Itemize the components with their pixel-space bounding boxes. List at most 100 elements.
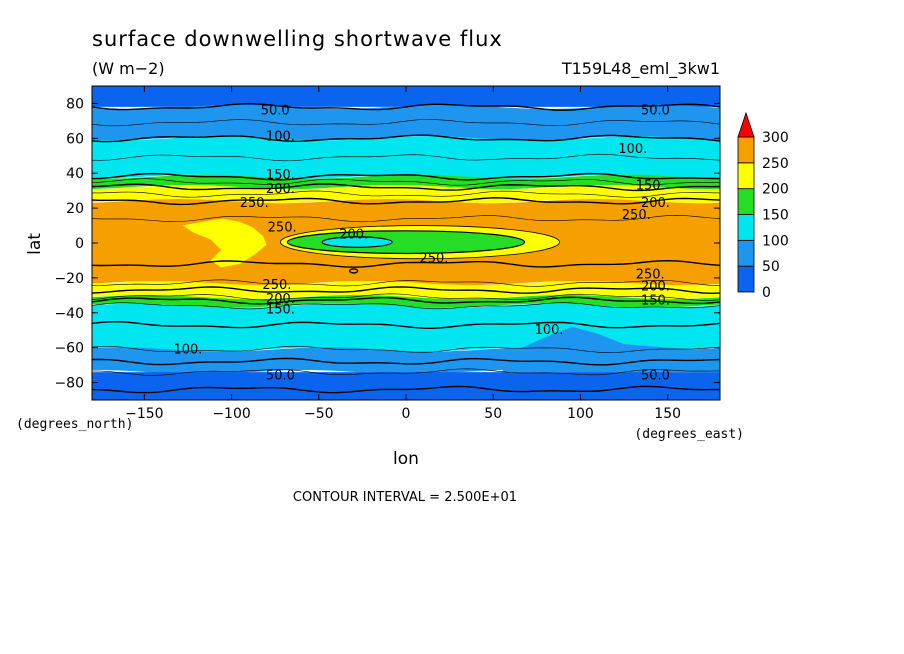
x-axis-ticks: −150 −100 −50 0 50 100 150 bbox=[125, 86, 681, 422]
contour-line-12 bbox=[92, 286, 720, 295]
colorbar-box-1 bbox=[737, 239, 755, 267]
contour-label-6: 200. bbox=[266, 182, 295, 197]
contour-label-2: 100. bbox=[266, 130, 295, 145]
colorbar-label-3: 150 bbox=[762, 208, 789, 224]
band-200-250-4 bbox=[92, 185, 720, 204]
contour-label-7: 200. bbox=[641, 196, 670, 211]
colorbar-label-0: 0 bbox=[762, 285, 771, 301]
contour-interval-note: CONTOUR INTERVAL = 2.500E+01 bbox=[293, 490, 517, 505]
contour-line-5 bbox=[92, 178, 720, 186]
y-tick-label-5: −20 bbox=[54, 271, 84, 287]
contour-line-8 bbox=[92, 197, 720, 206]
contour-label-4: 150. bbox=[266, 168, 295, 183]
contour-small-loop bbox=[348, 268, 359, 274]
y-axis-label: lat bbox=[25, 233, 45, 255]
feature-warm-pool-core bbox=[322, 236, 393, 248]
band-0-50-10 bbox=[92, 372, 720, 400]
contour-label-19: 100. bbox=[173, 342, 202, 357]
contour-line-7 bbox=[92, 190, 720, 198]
colorbar-label-6: 300 bbox=[762, 130, 789, 146]
x-tick-label-2: −50 bbox=[304, 406, 334, 422]
band-150-200-7 bbox=[92, 295, 720, 308]
contour-label-15: 150. bbox=[641, 294, 670, 309]
y-tick-label-1: 60 bbox=[66, 131, 84, 147]
contour-line-14 bbox=[92, 296, 720, 305]
colorbar-label-2: 100 bbox=[762, 233, 789, 249]
contour-label-22: 50.0 bbox=[641, 369, 670, 384]
feature-warm-pool-ring bbox=[287, 230, 525, 254]
y-axis-units: (degrees_north) bbox=[16, 417, 133, 432]
contour-line-2 bbox=[92, 134, 720, 143]
y-axis-ticks: 80 60 40 20 0 −20 −40 −60 −80 bbox=[54, 96, 720, 392]
y-tick-label-2: 40 bbox=[66, 166, 84, 182]
contour-label-21: 50.0 bbox=[266, 369, 295, 384]
contour-label-5: 150. bbox=[636, 178, 665, 193]
x-tick-label-0: −150 bbox=[125, 406, 163, 422]
y-tick-label-6: −40 bbox=[54, 306, 84, 322]
colorbar-box-4 bbox=[737, 162, 755, 190]
contour-line-4 bbox=[92, 172, 720, 181]
x-tick-label-6: 150 bbox=[654, 406, 681, 422]
x-axis-label: lon bbox=[393, 449, 419, 469]
colorbar: 0 50 100 150 200 250 300 bbox=[737, 111, 789, 301]
band-0-50-0 bbox=[92, 86, 720, 107]
contour-label-8: 250. bbox=[240, 196, 269, 211]
feature-africa-america-yellow-patch bbox=[182, 218, 267, 268]
y-tick-label-3: 20 bbox=[66, 201, 84, 217]
contour-line-3 bbox=[92, 153, 720, 162]
colorbar-box-2 bbox=[737, 214, 755, 241]
contour-line-15 bbox=[92, 302, 720, 310]
contour-line-0 bbox=[92, 102, 720, 111]
filled-contour-bands bbox=[92, 86, 720, 400]
contour-label-3: 100. bbox=[618, 142, 647, 157]
band-50-100-1 bbox=[92, 104, 720, 141]
contour-line-17 bbox=[92, 345, 720, 353]
y-tick-label-4: 0 bbox=[75, 236, 84, 252]
chart-title: surface downwelling shortwave flux bbox=[92, 27, 503, 51]
contour-line-6 bbox=[92, 183, 720, 192]
contour-line-10 bbox=[92, 259, 720, 268]
contour-line-18 bbox=[92, 357, 720, 366]
contour-labels: 50.0 50.0100.100.150.150.200.200.250.250.… bbox=[173, 103, 669, 383]
contour-line-1 bbox=[92, 119, 720, 127]
contour-label-9: 250. bbox=[622, 208, 651, 223]
contour-label-0: 50.0 bbox=[261, 103, 290, 118]
run-label: T159L48_eml_3kw1 bbox=[561, 59, 720, 79]
colorbar-label-4: 200 bbox=[762, 182, 789, 198]
colorbar-box-5 bbox=[737, 136, 755, 164]
colorbar-label-1: 50 bbox=[762, 259, 780, 275]
contour-line-13 bbox=[92, 293, 720, 301]
contour-ring-outer bbox=[280, 225, 560, 260]
contour-ring-inner bbox=[286, 230, 526, 255]
colorbar-box-0 bbox=[737, 265, 755, 293]
y-tick-label-7: −60 bbox=[54, 341, 84, 357]
contour-line-16 bbox=[92, 320, 720, 330]
colorbar-extend-arrow bbox=[737, 111, 755, 138]
x-tick-label-5: 100 bbox=[567, 406, 594, 422]
contour-label-17: 200. bbox=[266, 292, 295, 307]
contour-label-20: 100. bbox=[535, 323, 564, 338]
contour-line-20 bbox=[92, 385, 720, 394]
band-200-250-6 bbox=[92, 281, 720, 300]
contour-label-14: 200. bbox=[641, 280, 670, 295]
contour-label-16: 250. bbox=[262, 278, 291, 293]
contour-label-12: 250. bbox=[419, 252, 448, 267]
colorbar-label-5: 250 bbox=[762, 156, 789, 172]
y-tick-label-0: 80 bbox=[66, 96, 84, 112]
contour-label-10: 250. bbox=[268, 220, 297, 235]
band-100-150-2 bbox=[92, 136, 720, 179]
x-tick-label-4: 50 bbox=[484, 406, 502, 422]
y-tick-label-8: −80 bbox=[54, 376, 84, 392]
x-axis-units: (degrees_east) bbox=[634, 427, 744, 442]
x-tick-label-1: −100 bbox=[212, 406, 250, 422]
contour-label-1: 50.0 bbox=[641, 103, 670, 118]
colorbar-box-3 bbox=[737, 188, 755, 215]
contour-line-19 bbox=[92, 368, 720, 376]
chart-units: (W m−2) bbox=[92, 59, 165, 78]
contour-line-11 bbox=[92, 279, 720, 287]
contour-label-11: 200. bbox=[339, 227, 368, 242]
contour-lines bbox=[92, 102, 720, 394]
x-tick-label-3: 0 bbox=[402, 406, 411, 422]
contour-ring-core bbox=[321, 236, 393, 248]
